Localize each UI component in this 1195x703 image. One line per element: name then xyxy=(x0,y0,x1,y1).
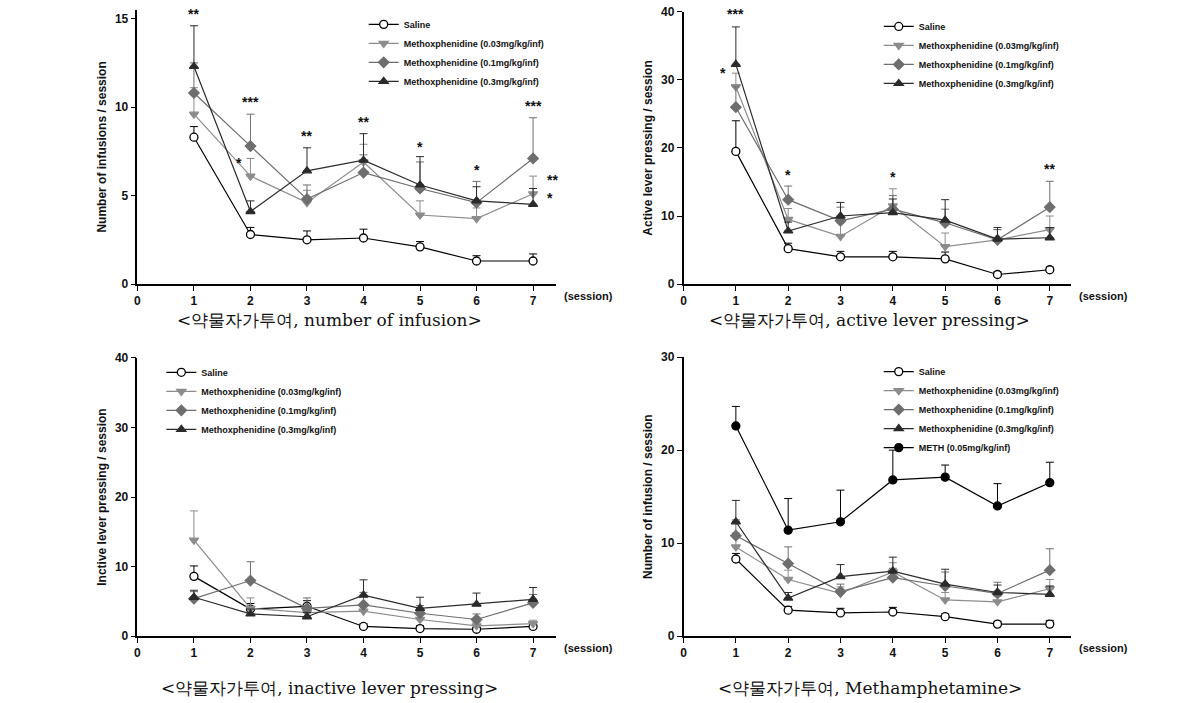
svg-text:**: ** xyxy=(547,172,558,188)
svg-text:5: 5 xyxy=(122,189,129,203)
svg-text:Saline: Saline xyxy=(919,367,946,377)
svg-text:Saline: Saline xyxy=(919,22,946,32)
svg-text:Number of infusion / session: Number of infusion / session xyxy=(641,414,655,579)
svg-text:1: 1 xyxy=(733,646,740,660)
svg-text:0: 0 xyxy=(668,277,675,291)
svg-text:(session): (session) xyxy=(564,642,613,654)
svg-text:7: 7 xyxy=(1046,646,1053,660)
svg-text:<약물자가투여, inactive lever pressi: <약물자가투여, inactive lever pressing> xyxy=(161,678,498,698)
svg-text:10: 10 xyxy=(661,536,675,550)
svg-text:0: 0 xyxy=(134,646,141,660)
svg-text:40: 40 xyxy=(661,5,675,19)
svg-text:0: 0 xyxy=(122,277,129,291)
svg-text:*: * xyxy=(236,155,242,171)
svg-text:***: *** xyxy=(727,6,744,22)
svg-text:*: * xyxy=(474,162,480,178)
svg-text:5: 5 xyxy=(417,294,424,308)
svg-text:30: 30 xyxy=(661,350,675,364)
svg-text:(session): (session) xyxy=(1079,642,1128,654)
svg-text:2: 2 xyxy=(247,646,254,660)
svg-text:7: 7 xyxy=(530,294,537,308)
svg-text:(session): (session) xyxy=(564,290,613,302)
svg-text:2: 2 xyxy=(247,294,254,308)
svg-text:*: * xyxy=(720,65,726,81)
svg-text:2: 2 xyxy=(785,294,792,308)
svg-text:*: * xyxy=(785,167,791,183)
svg-text:20: 20 xyxy=(115,490,129,504)
svg-text:Saline: Saline xyxy=(404,20,431,30)
svg-text:6: 6 xyxy=(994,646,1001,660)
svg-text:3: 3 xyxy=(837,294,844,308)
svg-text:20: 20 xyxy=(661,141,675,155)
svg-text:Methoxphenidine (0.3mg/kg/inf): Methoxphenidine (0.3mg/kg/inf) xyxy=(919,424,1054,434)
svg-text:0: 0 xyxy=(122,629,129,643)
svg-text:1: 1 xyxy=(191,294,198,308)
svg-text:6: 6 xyxy=(473,646,480,660)
svg-text:**: ** xyxy=(188,6,199,22)
svg-text:10: 10 xyxy=(661,209,675,223)
svg-text:***: *** xyxy=(525,98,542,114)
svg-text:4: 4 xyxy=(360,646,367,660)
svg-text:Methoxphenidine (0.1mg/kg/inf): Methoxphenidine (0.1mg/kg/inf) xyxy=(919,405,1054,415)
svg-text:Methoxphenidine (0.3mg/kg/inf): Methoxphenidine (0.3mg/kg/inf) xyxy=(919,79,1054,89)
svg-text:0: 0 xyxy=(134,294,141,308)
svg-text:0: 0 xyxy=(680,646,687,660)
svg-text:1: 1 xyxy=(191,646,198,660)
svg-text:*: * xyxy=(890,169,896,185)
svg-text:**: ** xyxy=(1044,161,1055,177)
svg-text:***: *** xyxy=(242,94,259,110)
svg-text:Methoxphenidine (0.1mg/kg/inf): Methoxphenidine (0.1mg/kg/inf) xyxy=(404,58,539,68)
svg-text:Saline: Saline xyxy=(201,368,228,378)
svg-text:6: 6 xyxy=(994,294,1001,308)
svg-text:30: 30 xyxy=(661,73,675,87)
svg-text:<약물자가투여, number of infusion>: <약물자가투여, number of infusion> xyxy=(177,310,482,330)
svg-text:<약물자가투여, active lever pressing: <약물자가투여, active lever pressing> xyxy=(709,310,1030,330)
svg-text:Methoxphenidine (0.03mg/kg/inf: Methoxphenidine (0.03mg/kg/inf) xyxy=(201,387,341,397)
svg-text:7: 7 xyxy=(1046,294,1053,308)
svg-text:2: 2 xyxy=(785,646,792,660)
svg-text:10: 10 xyxy=(115,100,129,114)
svg-text:1: 1 xyxy=(733,294,740,308)
svg-text:0: 0 xyxy=(680,294,687,308)
svg-text:METH (0.05mg/kg/inf): METH (0.05mg/kg/inf) xyxy=(919,443,1011,453)
svg-text:30: 30 xyxy=(115,421,129,435)
svg-text:Methoxphenidine (0.03mg/kg/inf: Methoxphenidine (0.03mg/kg/inf) xyxy=(404,39,544,49)
svg-text:10: 10 xyxy=(115,560,129,574)
svg-text:0: 0 xyxy=(668,629,675,643)
svg-text:15: 15 xyxy=(115,12,129,26)
svg-text:6: 6 xyxy=(473,294,480,308)
svg-text:5: 5 xyxy=(942,294,949,308)
svg-text:Methoxphenidine (0.3mg/kg/inf): Methoxphenidine (0.3mg/kg/inf) xyxy=(404,77,539,87)
svg-text:Methoxphenidine (0.03mg/kg/inf: Methoxphenidine (0.03mg/kg/inf) xyxy=(919,386,1059,396)
svg-text:*: * xyxy=(417,139,423,155)
svg-text:5: 5 xyxy=(417,646,424,660)
svg-text:4: 4 xyxy=(360,294,367,308)
svg-text:20: 20 xyxy=(661,443,675,457)
svg-text:4: 4 xyxy=(889,294,896,308)
svg-text:Number of infusions / session: Number of infusions / session xyxy=(95,61,109,232)
svg-text:Inctive lever pressing / sessi: Inctive lever pressing / session xyxy=(95,408,109,585)
svg-text:40: 40 xyxy=(115,351,129,365)
svg-text:3: 3 xyxy=(837,646,844,660)
svg-text:**: ** xyxy=(301,128,312,144)
svg-text:Methoxphenidine (0.1mg/kg/inf): Methoxphenidine (0.1mg/kg/inf) xyxy=(919,60,1054,70)
svg-text:**: ** xyxy=(358,114,369,130)
svg-text:Methoxphenidine (0.3mg/kg/inf): Methoxphenidine (0.3mg/kg/inf) xyxy=(201,425,336,435)
svg-text:(session): (session) xyxy=(1079,290,1128,302)
svg-text:7: 7 xyxy=(530,646,537,660)
svg-text:Methoxphenidine (0.03mg/kg/inf: Methoxphenidine (0.03mg/kg/inf) xyxy=(919,41,1059,51)
svg-text:*: * xyxy=(547,190,553,206)
svg-text:Active lever pressing / sessio: Active lever pressing / session xyxy=(641,60,655,235)
svg-text:3: 3 xyxy=(304,646,311,660)
svg-text:Methoxphenidine (0.1mg/kg/inf): Methoxphenidine (0.1mg/kg/inf) xyxy=(201,406,336,416)
svg-text:4: 4 xyxy=(889,646,896,660)
svg-text:3: 3 xyxy=(304,294,311,308)
svg-text:5: 5 xyxy=(942,646,949,660)
svg-text:<약물자가투여, Methamphetamine>: <약물자가투여, Methamphetamine> xyxy=(718,678,1022,698)
